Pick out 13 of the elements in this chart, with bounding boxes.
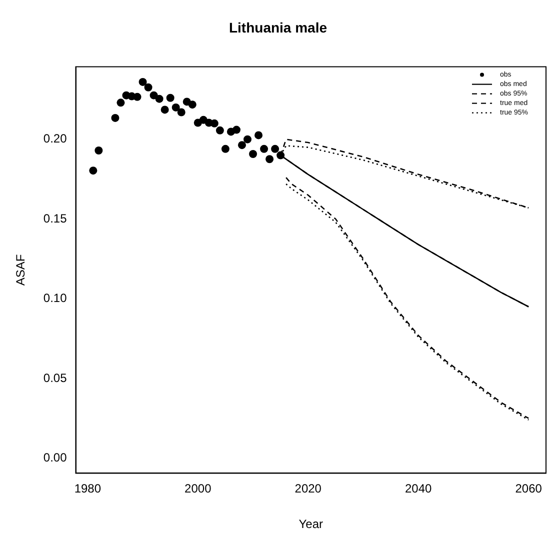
x-axis-title: Year (298, 517, 324, 532)
chart-title: Lithuania male (228, 19, 328, 36)
x-tick-label: 2060 (515, 482, 542, 496)
x-tick-label: 1980 (74, 482, 102, 496)
y-tick-label: 0.20 (43, 132, 68, 146)
y-tick-label: 0.05 (43, 370, 68, 385)
y-tick-label: 0.10 (43, 291, 68, 306)
x-tick-label: 2020 (294, 482, 322, 496)
y-tick-label: 0.15 (43, 211, 68, 226)
y-tick-label: 0.00 (43, 450, 68, 465)
x-tick-label: 2040 (405, 482, 432, 496)
y-axis-title: ASAF (14, 254, 28, 286)
x-tick-label: 2000 (184, 482, 212, 496)
